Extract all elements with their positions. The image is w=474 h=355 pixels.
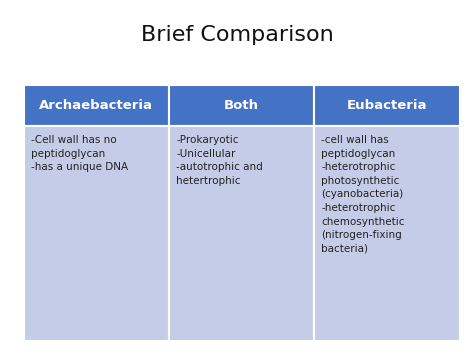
Text: Archaebacteria: Archaebacteria <box>39 99 153 112</box>
Text: -cell wall has
peptidoglycan
-heterotrophic
photosynthetic
(cyanobacteria)
-hete: -cell wall has peptidoglycan -heterotrop… <box>321 135 405 254</box>
Bar <box>314 85 460 126</box>
Bar <box>24 126 169 341</box>
Text: Eubacteria: Eubacteria <box>346 99 427 112</box>
Bar <box>169 85 314 126</box>
Text: -Prokaryotic
-Unicellular
-autotrophic and
hetertrophic: -Prokaryotic -Unicellular -autotrophic a… <box>176 135 263 186</box>
Text: -Cell wall has no
peptidoglycan
-has a unique DNA: -Cell wall has no peptidoglycan -has a u… <box>31 135 128 172</box>
Bar <box>314 126 460 341</box>
Text: Brief Comparison: Brief Comparison <box>141 25 333 45</box>
Text: Both: Both <box>224 99 259 112</box>
Bar <box>169 126 314 341</box>
Bar <box>24 85 169 126</box>
